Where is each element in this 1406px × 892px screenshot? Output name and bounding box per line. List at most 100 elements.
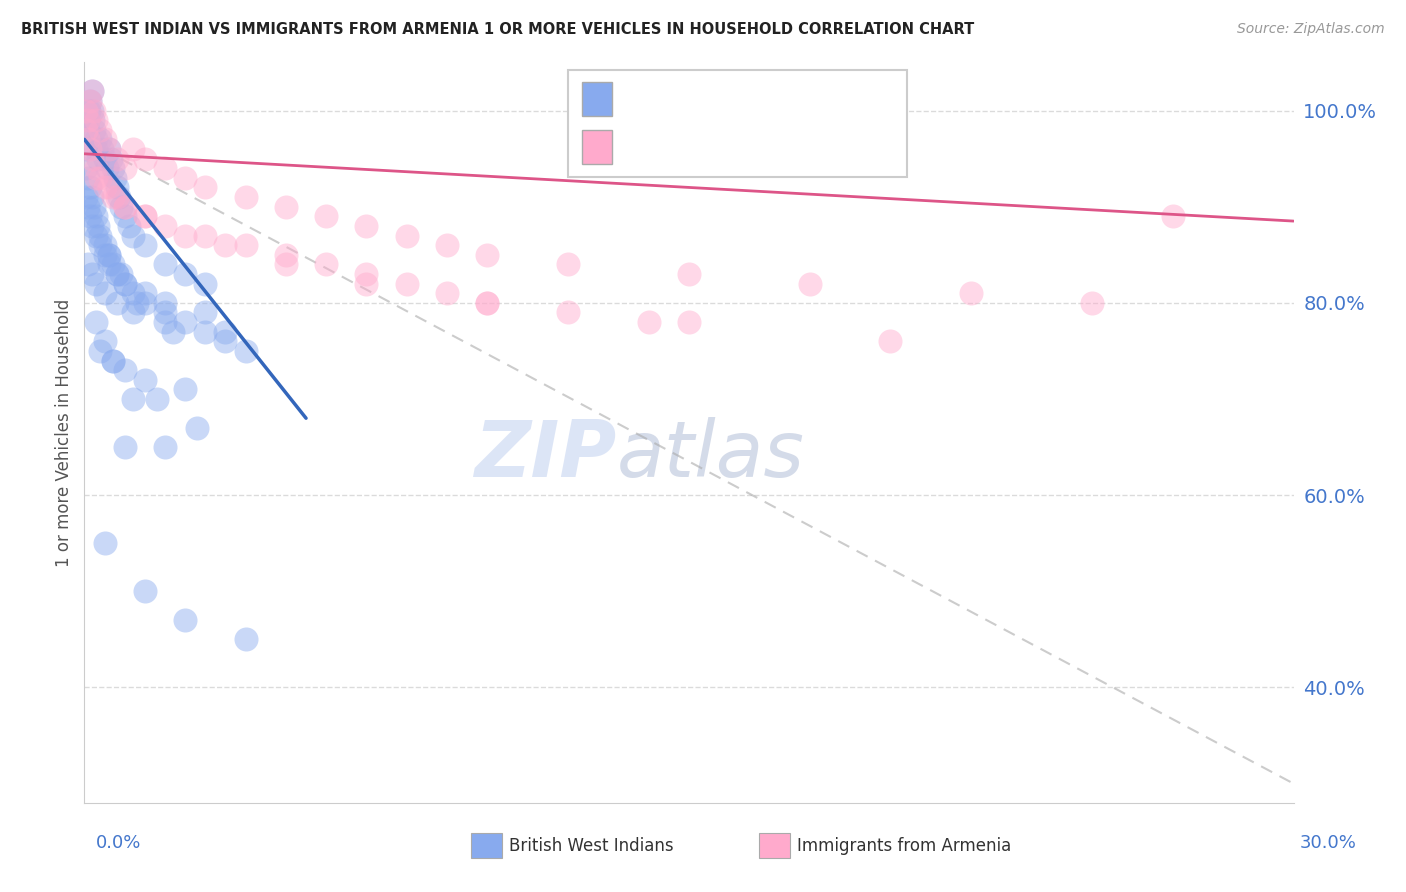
Point	[77, 170, 100, 185]
Point	[395, 277, 418, 291]
Point	[235, 190, 257, 204]
Point	[153, 257, 176, 271]
Point	[194, 180, 217, 194]
Point	[121, 286, 143, 301]
Point	[75, 122, 97, 136]
Text: ZIP: ZIP	[474, 417, 616, 493]
Point	[477, 248, 499, 262]
Point	[153, 219, 176, 233]
Point	[79, 142, 101, 156]
Point	[114, 200, 136, 214]
Point	[194, 228, 217, 243]
Point	[97, 248, 120, 262]
Point	[121, 305, 143, 319]
Point	[121, 142, 143, 156]
Point	[214, 325, 236, 339]
Point	[153, 305, 176, 319]
Point	[114, 200, 136, 214]
Point	[101, 161, 124, 176]
Point	[174, 267, 197, 281]
Point	[799, 277, 821, 291]
Point	[77, 257, 100, 271]
Point	[557, 257, 579, 271]
Point	[77, 132, 100, 146]
Point	[82, 190, 104, 204]
Point	[89, 132, 111, 146]
Text: 30.0%: 30.0%	[1301, 834, 1357, 852]
Point	[93, 286, 115, 301]
Point	[75, 190, 97, 204]
Point	[76, 122, 98, 136]
Point	[110, 200, 132, 214]
Text: British West Indians: British West Indians	[509, 837, 673, 855]
Point	[87, 152, 110, 166]
Point	[153, 440, 176, 454]
Point	[75, 103, 97, 118]
Point	[1081, 295, 1104, 310]
Point	[86, 113, 108, 128]
Point	[93, 248, 115, 262]
Point	[114, 363, 136, 377]
Text: Immigrants from Armenia: Immigrants from Armenia	[797, 837, 1011, 855]
Point	[477, 295, 499, 310]
Point	[83, 103, 105, 118]
Point	[678, 267, 700, 281]
Point	[134, 373, 156, 387]
Point	[91, 142, 114, 156]
Point	[77, 113, 100, 128]
Point	[86, 170, 108, 185]
Point	[97, 142, 120, 156]
Point	[436, 286, 458, 301]
Point	[77, 200, 100, 214]
Point	[79, 180, 101, 194]
Point	[315, 209, 337, 223]
Point	[186, 421, 208, 435]
Point	[77, 103, 100, 118]
Point	[79, 94, 101, 108]
Point	[134, 209, 156, 223]
Point	[89, 170, 111, 185]
Point	[153, 161, 176, 176]
Point	[235, 238, 257, 252]
Point	[105, 152, 128, 166]
Point	[77, 113, 100, 128]
Point	[89, 343, 111, 358]
Point	[101, 353, 124, 368]
Point	[274, 200, 297, 214]
Point	[162, 325, 184, 339]
Point	[101, 353, 124, 368]
Point	[125, 295, 148, 310]
Point	[105, 267, 128, 281]
Point	[134, 295, 156, 310]
Point	[89, 228, 111, 243]
Point	[82, 219, 104, 233]
Point	[134, 209, 156, 223]
Point	[75, 161, 97, 176]
Point	[960, 286, 983, 301]
Point	[436, 238, 458, 252]
Point	[97, 142, 120, 156]
Point	[86, 161, 108, 176]
Point	[134, 238, 156, 252]
Point	[105, 190, 128, 204]
Point	[89, 122, 111, 136]
Point	[79, 209, 101, 223]
Point	[121, 228, 143, 243]
Point	[194, 277, 217, 291]
Point	[83, 200, 105, 214]
Point	[101, 190, 124, 204]
Point	[82, 113, 104, 128]
Point	[86, 209, 108, 223]
Point	[121, 392, 143, 406]
Point	[110, 267, 132, 281]
Text: BRITISH WEST INDIAN VS IMMIGRANTS FROM ARMENIA 1 OR MORE VEHICLES IN HOUSEHOLD C: BRITISH WEST INDIAN VS IMMIGRANTS FROM A…	[21, 22, 974, 37]
Point	[557, 305, 579, 319]
Point	[97, 257, 120, 271]
Point	[174, 382, 197, 396]
Point	[86, 228, 108, 243]
Point	[114, 440, 136, 454]
Point	[93, 238, 115, 252]
Point	[114, 277, 136, 291]
Point	[235, 632, 257, 647]
Point	[75, 142, 97, 156]
